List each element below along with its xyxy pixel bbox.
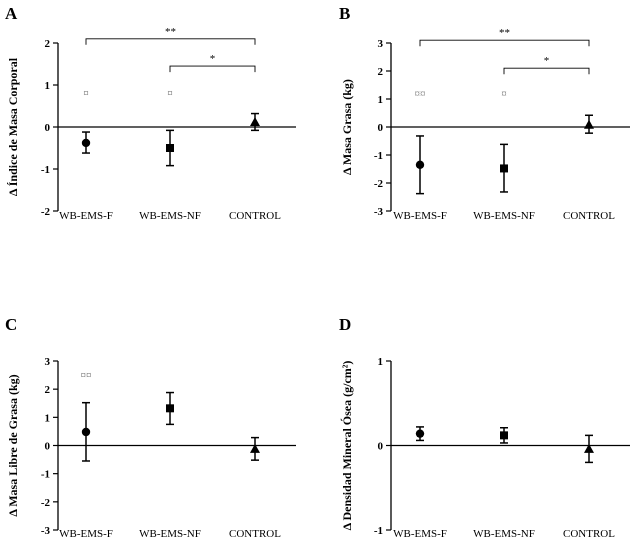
hash-mark: ¤ bbox=[167, 88, 173, 100]
y-tick-label: 1 bbox=[45, 80, 51, 92]
y-axis-label: Δ Masa Libre de Grasa (kg) bbox=[6, 374, 20, 516]
data-point-triangle bbox=[250, 443, 260, 453]
y-tick-label: -1 bbox=[41, 469, 50, 481]
hash-mark: ¤¤ bbox=[415, 88, 426, 100]
category-label: CONTROL bbox=[229, 528, 281, 540]
y-tick-label: -2 bbox=[374, 178, 384, 190]
y-axis-label: Δ Índice de Masa Corporal bbox=[6, 57, 20, 196]
data-point-circle bbox=[415, 429, 425, 438]
category-label: WB-EMS-F bbox=[59, 210, 113, 222]
data-point-circle bbox=[81, 427, 91, 437]
hash-mark: ¤ bbox=[501, 88, 507, 100]
y-tick-label: -1 bbox=[374, 525, 383, 537]
significance-bracket bbox=[419, 39, 590, 47]
significance-label: * bbox=[210, 53, 216, 65]
category-label: CONTROL bbox=[229, 210, 281, 222]
significance-label: ** bbox=[165, 26, 176, 38]
data-point-square bbox=[166, 404, 174, 413]
y-axis-label: Δ Densidad Mineral Ósea (g/cm²) bbox=[340, 361, 354, 531]
y-tick-label: -2 bbox=[41, 206, 51, 218]
category-label: WB-EMS-NF bbox=[139, 210, 201, 222]
data-point-square bbox=[500, 431, 508, 440]
hash-mark: ¤ bbox=[83, 88, 89, 100]
y-tick-label: 3 bbox=[378, 38, 384, 50]
y-tick-label: 0 bbox=[45, 441, 51, 453]
y-tick-label: -3 bbox=[374, 206, 384, 218]
data-point-square bbox=[166, 144, 174, 152]
significance-bracket bbox=[85, 38, 256, 45]
panel-letter: A bbox=[5, 4, 18, 23]
y-tick-label: 0 bbox=[378, 122, 384, 134]
panel-letter: C bbox=[5, 315, 17, 334]
y-tick-label: -1 bbox=[41, 164, 50, 176]
panel-letter: D bbox=[339, 315, 351, 334]
significance-label: ** bbox=[499, 27, 510, 39]
data-point-triangle bbox=[584, 443, 594, 453]
y-tick-label: 2 bbox=[378, 66, 384, 78]
data-point-triangle bbox=[584, 119, 594, 129]
data-point-square bbox=[500, 164, 508, 173]
category-label: WB-EMS-F bbox=[59, 528, 113, 540]
category-label: CONTROL bbox=[563, 210, 615, 222]
category-label: CONTROL bbox=[563, 528, 615, 540]
y-tick-label: 1 bbox=[378, 356, 384, 368]
significance-bracket bbox=[169, 65, 256, 73]
y-tick-label: 2 bbox=[45, 384, 51, 396]
significance-label: * bbox=[544, 55, 550, 67]
y-tick-label: -2 bbox=[41, 497, 51, 509]
category-label: WB-EMS-F bbox=[393, 528, 447, 540]
y-tick-label: 3 bbox=[45, 356, 51, 368]
data-point-triangle bbox=[250, 116, 260, 126]
category-label: WB-EMS-NF bbox=[139, 528, 201, 540]
y-tick-label: 2 bbox=[45, 38, 51, 50]
panel-letter: B bbox=[339, 4, 350, 23]
data-point-circle bbox=[415, 160, 425, 169]
y-tick-label: 1 bbox=[45, 412, 51, 424]
category-label: WB-EMS-F bbox=[393, 210, 447, 222]
category-label: WB-EMS-NF bbox=[473, 528, 535, 540]
significance-bracket bbox=[503, 67, 590, 75]
y-tick-label: -3 bbox=[41, 525, 51, 537]
panel-c: C -3 -2 -1 0 1 2 3 Δ Masa Libre de Grasa (kg) WB-… bbox=[5, 315, 296, 540]
data-point-circle bbox=[81, 138, 91, 148]
y-tick-label: 0 bbox=[378, 441, 384, 453]
panel-b: B -3 -2 -1 0 1 2 3 Δ Masa Grasa (kg) WB-EMS-F WB-E… bbox=[339, 4, 630, 222]
category-label: WB-EMS-NF bbox=[473, 210, 535, 222]
y-tick-label: 0 bbox=[45, 122, 51, 134]
y-tick-label: 1 bbox=[378, 94, 384, 106]
panel-a: A -2 -1 0 1 2 Δ Índice de Masa Corporal WB-EMS-… bbox=[5, 4, 296, 222]
y-axis-label: Δ Masa Grasa (kg) bbox=[340, 79, 354, 175]
hash-mark: ¤¤ bbox=[81, 370, 92, 382]
y-tick-label: -1 bbox=[374, 150, 383, 162]
panel-d: D -1 0 1 Δ Densidad Mineral Ósea (g/cm²) WB-E… bbox=[339, 315, 630, 540]
